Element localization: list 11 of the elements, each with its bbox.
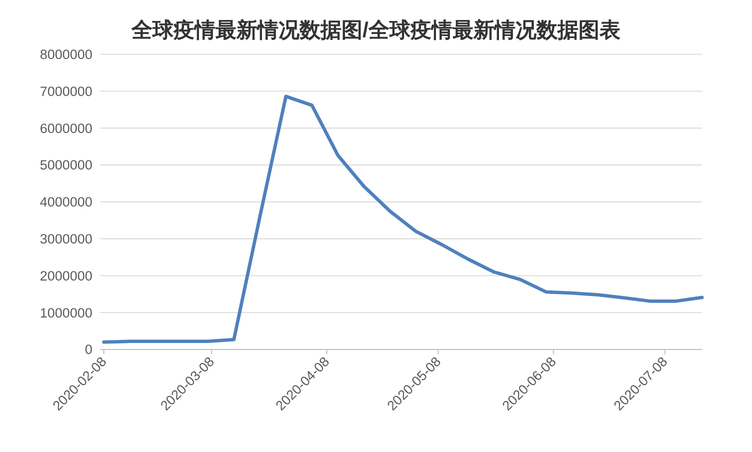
y-tick-label: 7000000 bbox=[40, 84, 92, 99]
y-tick-label: 8000000 bbox=[40, 47, 92, 62]
y-tick-label: 3000000 bbox=[40, 232, 92, 247]
line-series bbox=[102, 94, 704, 344]
y-tick-label: 4000000 bbox=[40, 194, 92, 210]
y-tick-label: 0 bbox=[84, 342, 92, 358]
y-tick-label: 1000000 bbox=[40, 305, 92, 320]
y-tick-label: 6000000 bbox=[40, 120, 92, 136]
chart-title: 全球疫情最新情况数据图/全球疫情最新情况数据图表 bbox=[130, 18, 620, 42]
y-tick-label: 5000000 bbox=[40, 158, 92, 173]
y-tick-label: 2000000 bbox=[40, 268, 92, 284]
